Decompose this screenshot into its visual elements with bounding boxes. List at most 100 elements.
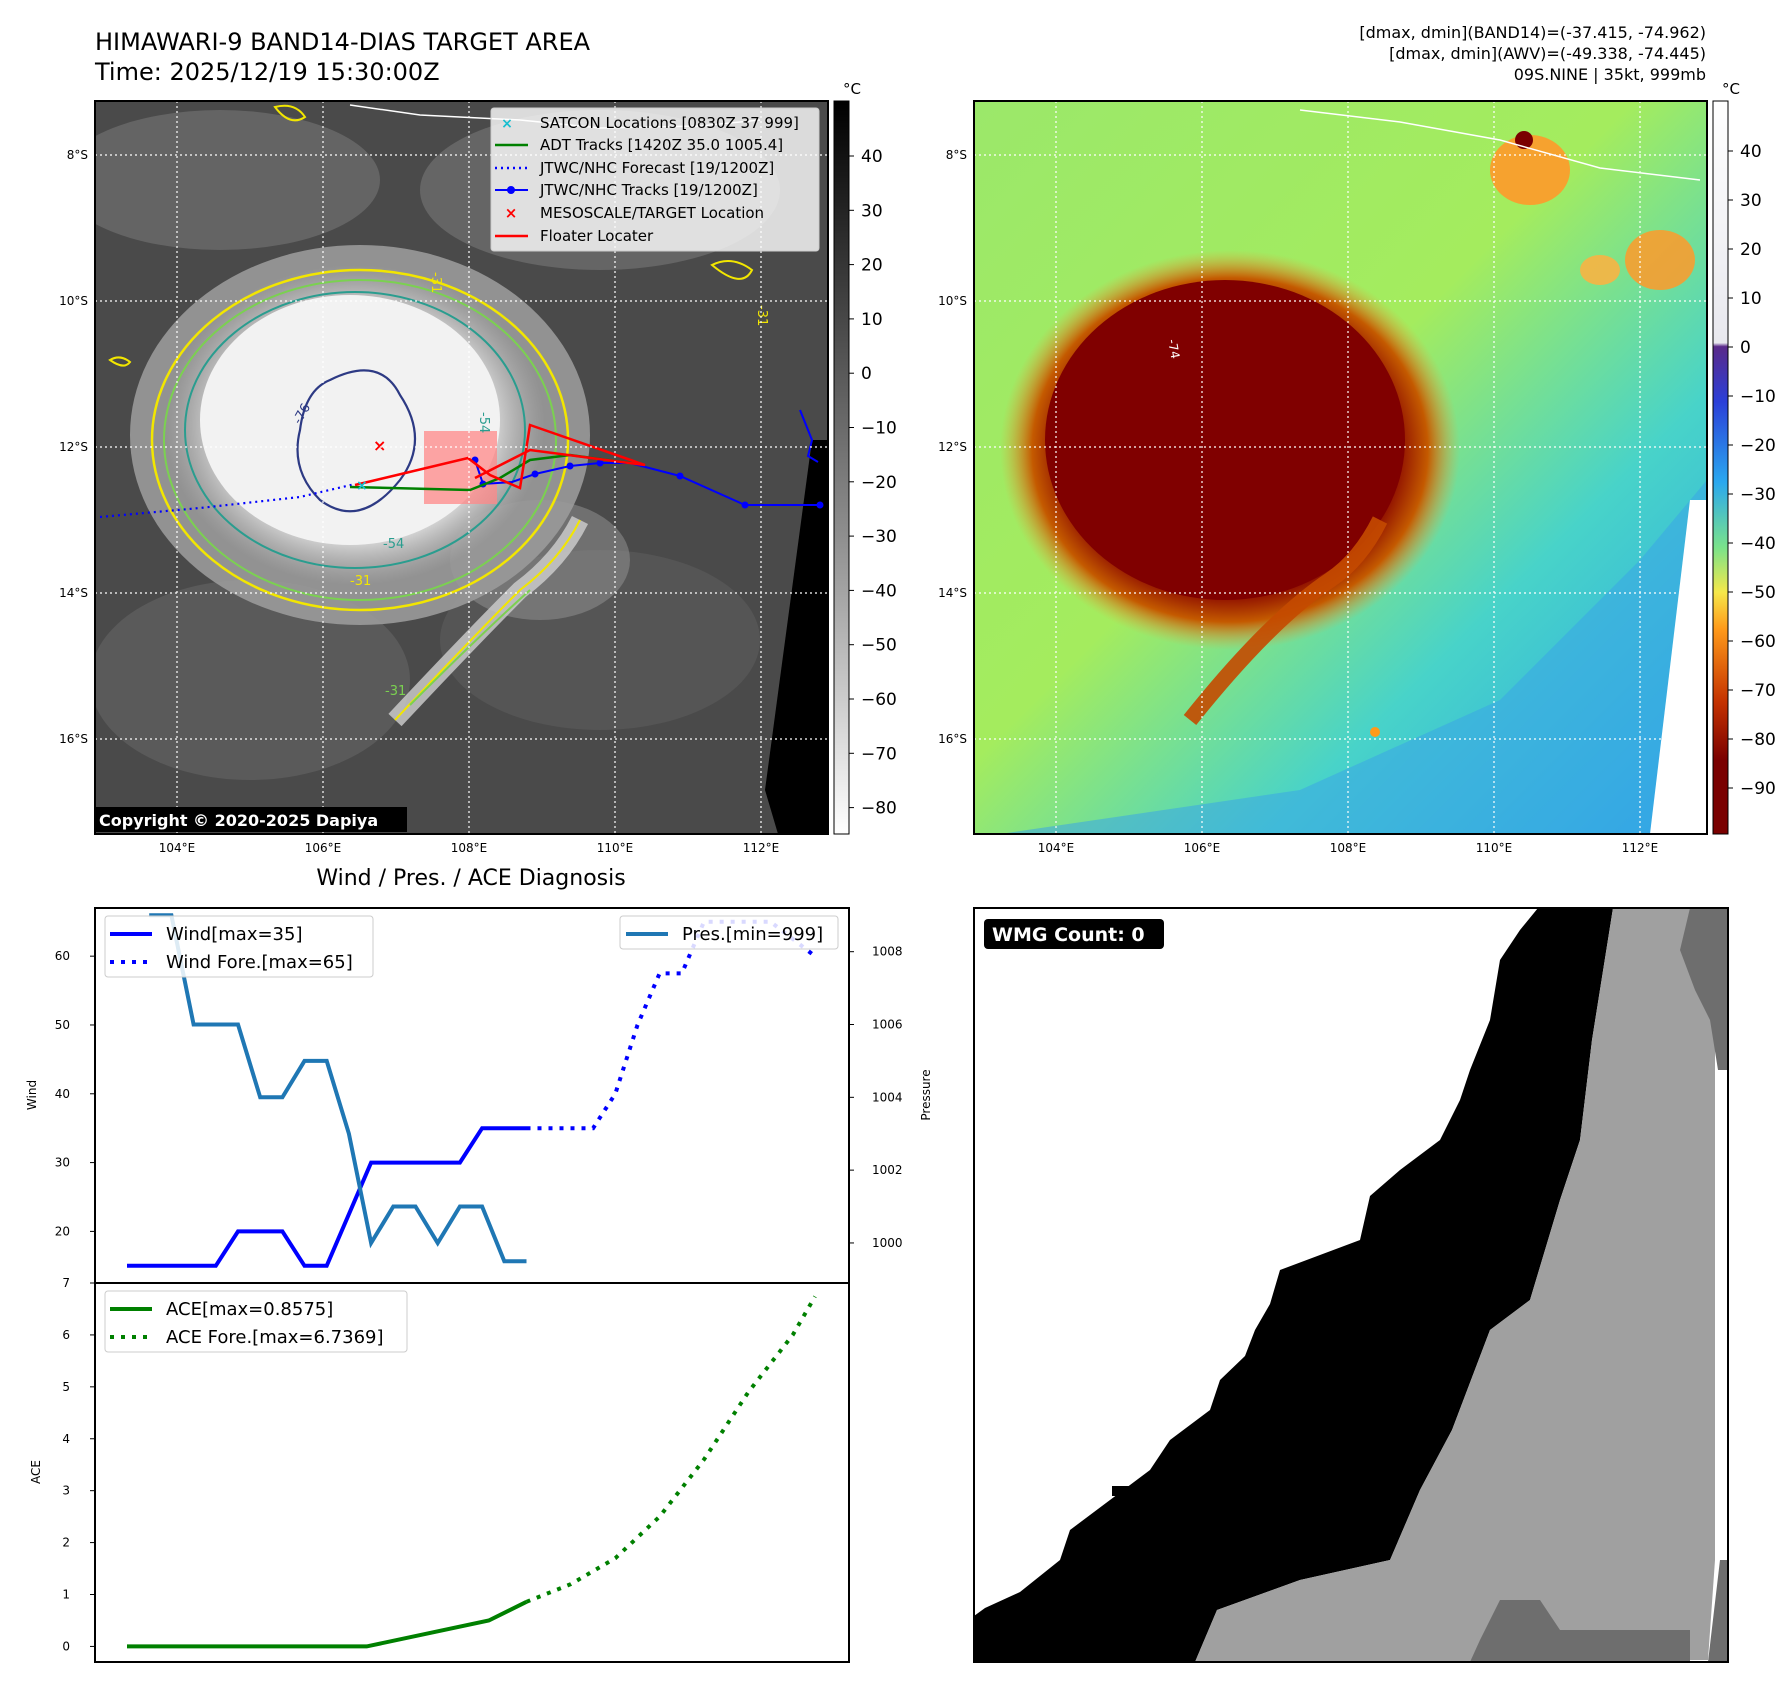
figure-title: HIMAWARI-9 BAND14-DIAS TARGET AREA (95, 28, 591, 56)
legend-pressure: Pres.[min=999] (682, 924, 823, 945)
awv-colorbar-label: −70 (1740, 681, 1776, 701)
svg-text:112°E: 112°E (1622, 841, 1659, 855)
wind-tick-label: 20 (55, 1224, 70, 1238)
ace-tick-label: 1 (62, 1588, 70, 1602)
svg-text:108°E: 108°E (1330, 841, 1367, 855)
svg-text:108°E: 108°E (451, 841, 488, 855)
legend-ace-forecast: ACE Fore.[max=6.7369] (166, 1327, 384, 1348)
legend-jtwc: JTWC/NHC Tracks [19/1200Z] (539, 181, 758, 199)
wmg-badge (984, 919, 1164, 949)
series-ace (127, 1600, 528, 1649)
svg-text:12°S: 12°S (59, 440, 88, 454)
copyright-text: Copyright © 2020-2025 Dapiya (99, 811, 378, 830)
pressure-tick-label: 1000 (872, 1236, 903, 1250)
ir-lat-labels: 8°S 10°S 12°S 14°S 16°S (59, 148, 88, 746)
svg-text:16°S: 16°S (938, 732, 967, 746)
wmg-imagery (974, 908, 1728, 1662)
pressure-tick-label: 1004 (872, 1090, 903, 1104)
ir-colorbar-label: −60 (861, 690, 897, 710)
svg-text:104°E: 104°E (1038, 841, 1075, 855)
ir-colorbar-label: 20 (861, 256, 883, 276)
figure-time: Time: 2025/12/19 15:30:00Z (94, 58, 440, 86)
pressure-tick-label: 1008 (872, 945, 903, 959)
svg-text:14°S: 14°S (938, 586, 967, 600)
awv-colorbar-label: −90 (1740, 779, 1776, 799)
stats-awv: [dmax, dmin](AWV)=(-49.338, -74.445) (1389, 44, 1706, 63)
awv-colorbar-label: −60 (1740, 632, 1776, 652)
contour-label: -54 (383, 537, 404, 552)
legend-forecast: JTWC/NHC Forecast [19/1200Z] (539, 159, 774, 177)
awv-colorbar-label: −50 (1740, 583, 1776, 603)
series-ace-forecast (525, 1295, 817, 1604)
ace-chart: ACE 0 1 2 3 4 5 6 7 ACE[max=0.8575] ACE Fore.[m… (29, 1276, 850, 1663)
target-marker: × (373, 436, 386, 455)
svg-text:8°S: 8°S (67, 148, 88, 162)
floater-track (354, 423, 646, 490)
forecast-track (99, 482, 356, 519)
ace-tick-label: 3 (62, 1484, 70, 1498)
wind-tick-label: 60 (55, 949, 70, 963)
ace-tick-label: 6 (62, 1328, 70, 1342)
awv-colorbar-label: −80 (1740, 730, 1776, 750)
svg-text:×: × (356, 478, 368, 494)
awv-colorbar-label: −20 (1740, 436, 1776, 456)
ace-axis-label: ACE (29, 1460, 43, 1484)
series-pressure (149, 913, 527, 1264)
ir-colorbar-label: −10 (861, 419, 897, 439)
ir-colorbar-label: 30 (861, 201, 883, 221)
pressure-axis-label: Pressure (919, 1069, 933, 1120)
ir-panel: × × -31 -31 -31 -54 -54 -31 -76 (59, 80, 897, 855)
awv-colorbar-label: 10 (1740, 289, 1762, 309)
pressure-tick-label: 1002 (872, 1163, 903, 1177)
awv-colorbar-label: −40 (1740, 534, 1776, 554)
svg-text:14°S: 14°S (59, 586, 88, 600)
legend-wind: Wind[max=35] (166, 924, 303, 945)
ir-colorbar-label: −80 (861, 799, 897, 819)
wmg-count: WMG Count: 0 (992, 924, 1145, 946)
svg-text:106°E: 106°E (1184, 841, 1221, 855)
contour-label: -31 (350, 574, 371, 589)
wind-tick-label: 30 (55, 1156, 70, 1170)
legend-satcon: SATCON Locations [0830Z 37 999] (540, 114, 799, 132)
pressure-tick-label: 1006 (872, 1018, 903, 1032)
ir-colorbar-label: 40 (861, 147, 883, 167)
awv-lat-labels: 8°S 10°S 12°S 14°S 16°S (938, 148, 967, 746)
awv-colorbar-label: −10 (1740, 387, 1776, 407)
svg-text:110°E: 110°E (597, 841, 634, 855)
series-wind (127, 1126, 527, 1268)
wind-tick-label: 40 (55, 1087, 70, 1101)
ace-tick-label: 5 (62, 1380, 70, 1394)
svg-text:16°S: 16°S (59, 732, 88, 746)
awv-gridlines (974, 101, 1707, 834)
ace-tick-label: 2 (62, 1536, 70, 1550)
awv-colorbar-label: 20 (1740, 240, 1762, 260)
awv-colorbar-label: −30 (1740, 485, 1776, 505)
contour-label: -31 (428, 272, 443, 293)
ace-tick-label: 0 (62, 1639, 70, 1653)
awv-colorbar-label: 0 (1740, 338, 1751, 358)
ir-colorbar-label: −30 (861, 527, 897, 547)
svg-text:104°E: 104°E (159, 841, 196, 855)
ace-tick-label: 7 (62, 1276, 70, 1290)
legend-wind-forecast: Wind Fore.[max=65] (166, 952, 353, 973)
ir-colorbar-unit: °C (843, 80, 861, 98)
pressure-legend: Pres.[min=999] (619, 915, 839, 950)
awv-imagery: -74 (974, 101, 1707, 834)
ir-legend: × SATCON Locations [0830Z 37 999] ADT Tr… (490, 107, 820, 252)
legend-adt: ADT Tracks [1420Z 35.0 1005.4] (540, 136, 783, 154)
contour-label: -54 (476, 412, 491, 433)
svg-text:12°S: 12°S (938, 440, 967, 454)
ir-colorbar-label: 0 (861, 364, 872, 384)
svg-text:8°S: 8°S (946, 148, 967, 162)
ace-tick-label: 4 (62, 1432, 70, 1446)
wmg-panel: WMG Count: 0 (973, 907, 1729, 1663)
svg-text:-74: -74 (1165, 338, 1182, 360)
ir-colorbar-label: 10 (861, 310, 883, 330)
legend-floater: Floater Locater (540, 227, 654, 245)
awv-colorbar-label: 30 (1740, 191, 1762, 211)
awv-colorbar-unit: °C (1722, 80, 1740, 98)
copyright-badge (95, 807, 407, 832)
ir-colorbar-label: −70 (861, 744, 897, 764)
wind-legend: Wind[max=35] Wind Fore.[max=65] (104, 915, 374, 978)
